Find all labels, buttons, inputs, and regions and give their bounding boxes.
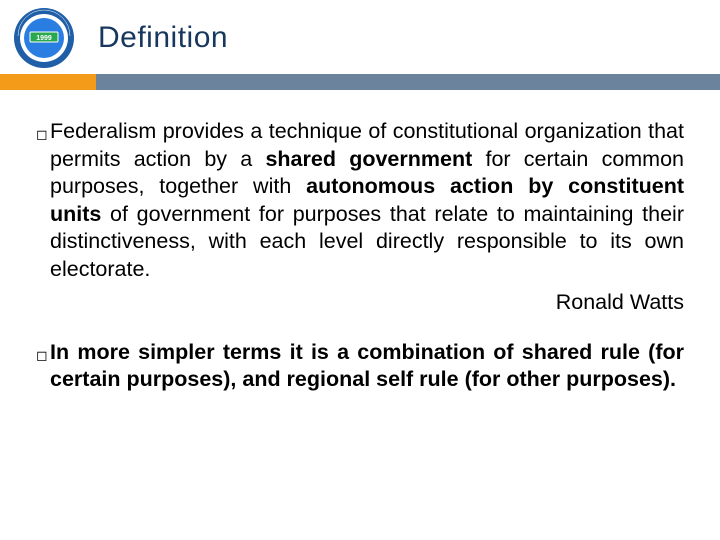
slide-title: Definition	[98, 21, 228, 55]
bullet-body: In more simpler terms it is a combinatio…	[50, 339, 684, 394]
bullet-marker-icon: ◻	[36, 339, 50, 394]
svg-text:1999: 1999	[36, 35, 52, 42]
slide: 1999 Definition ◻ Federalism provides a …	[0, 0, 720, 540]
bullet-text: In more simpler terms it is a combinatio…	[50, 339, 684, 394]
bullet-item: ◻ Federalism provides a technique of con…	[36, 118, 684, 317]
bullet-body: Federalism provides a technique of const…	[50, 118, 684, 317]
bullet-item: ◻ In more simpler terms it is a combinat…	[36, 339, 684, 394]
institution-logo: 1999	[8, 6, 80, 70]
accent-bar	[0, 74, 720, 90]
attribution-text: Ronald Watts	[50, 289, 684, 317]
bullet-marker-icon: ◻	[36, 118, 50, 317]
content-area: ◻ Federalism provides a technique of con…	[0, 90, 720, 394]
accent-bar-right	[96, 74, 720, 90]
bullet-text: Federalism provides a technique of const…	[50, 118, 684, 283]
header: 1999 Definition	[0, 0, 720, 70]
accent-bar-left	[0, 74, 96, 90]
